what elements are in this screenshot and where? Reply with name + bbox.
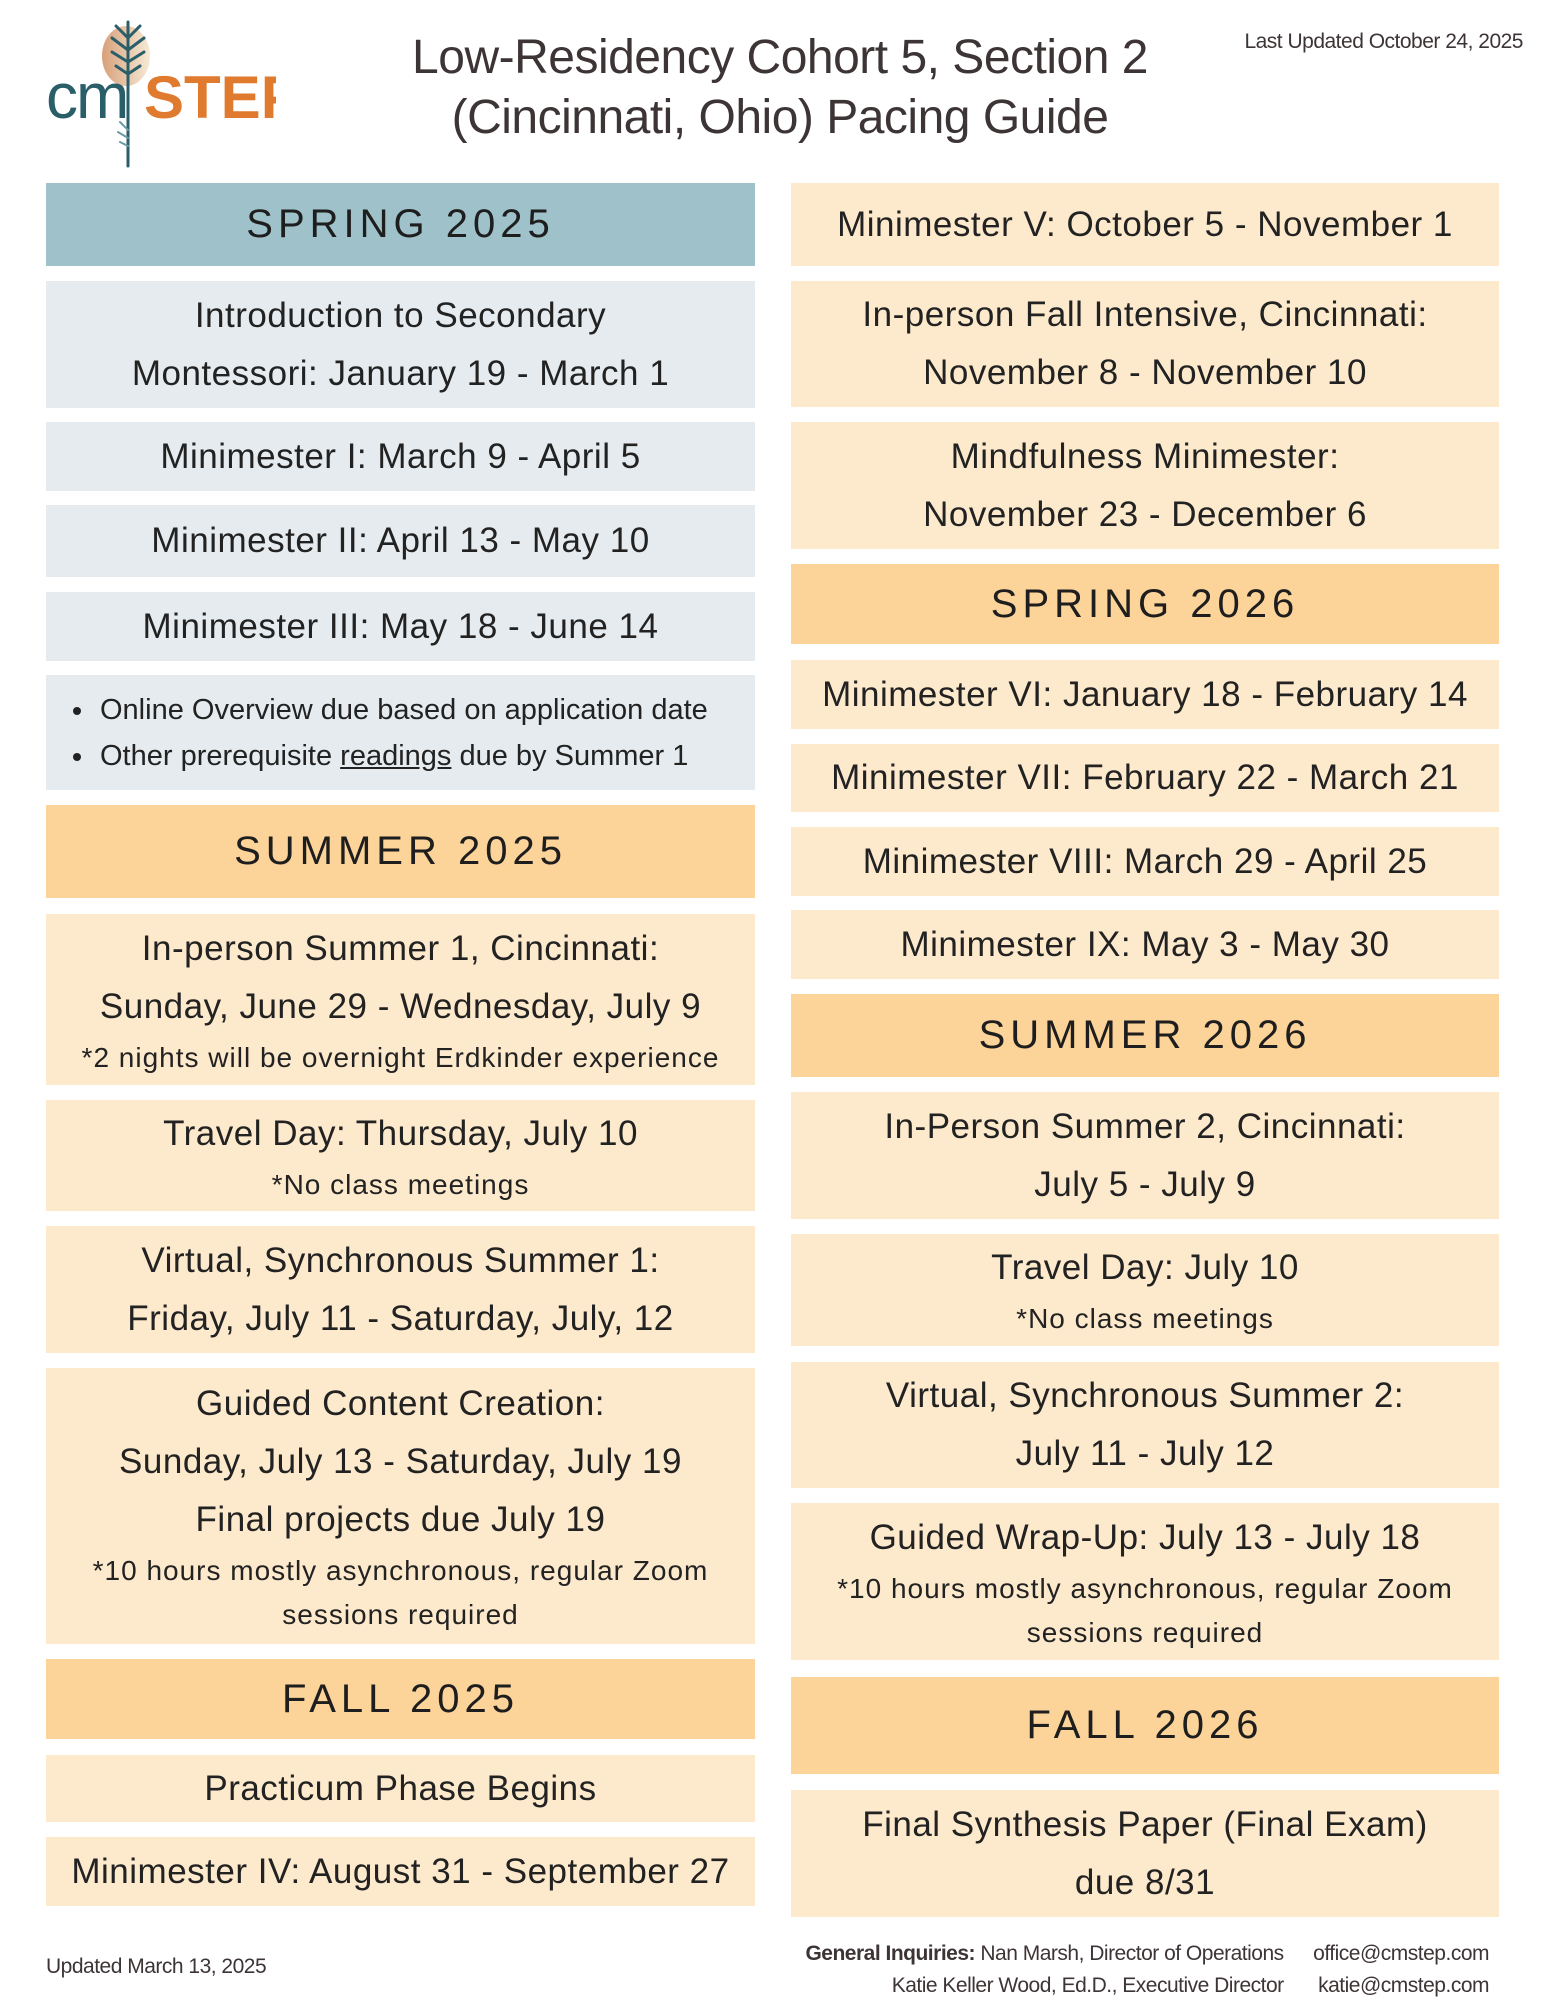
contact-email-link[interactable]: office@cmstep.com: [1313, 1942, 1489, 1965]
item-text: Minimester II: April 13 - May 10: [151, 521, 650, 560]
item-note: sessions required: [1026, 1616, 1264, 1648]
item-fall-intensive: In-person Fall Intensive, Cincinnati: Nov…: [791, 281, 1499, 407]
item-text: Virtual, Synchronous Summer 1:: [141, 1240, 660, 1280]
item-summer-2: In-Person Summer 2, Cincinnati: July 5 - …: [791, 1092, 1499, 1219]
bullet-text: due by Summer 1: [451, 739, 689, 772]
item-text: Sunday, July 13 - Saturday, July 19: [119, 1442, 682, 1481]
section-title: SPRING 2025: [246, 202, 555, 246]
item-text: In-person Fall Intensive, Cincinnati:: [862, 295, 1428, 334]
title-line-1: Low-Residency Cohort 5, Section 2: [412, 31, 1148, 84]
item-text: Virtual, Synchronous Summer 2:: [885, 1376, 1405, 1415]
item-note: *10 hours mostly asynchronous, regular Z…: [92, 1555, 709, 1586]
item-text: Minimester III: May 18 - June 14: [142, 606, 659, 646]
item-text: Mindfulness Minimester:: [950, 436, 1340, 476]
item-text: Travel Day: July 10: [991, 1248, 1299, 1287]
item-minimester-7: Minimester VII: February 22 - March 21: [791, 744, 1499, 812]
contact-info: General Inquiries: Nan Marsh, Director o…: [805, 1938, 1489, 2002]
item-intro-secondary: Introduction to Secondary Montessori: Jan…: [46, 281, 755, 408]
item-text: Minimester IV: August 31 - September 27: [71, 1851, 730, 1891]
page-title: Low-Residency Cohort 5, Section 2 (Cinci…: [330, 28, 1230, 148]
section-header-summer-2026: SUMMER 2026: [791, 994, 1499, 1077]
item-minimester-4: Minimester IV: August 31 - September 27: [46, 1837, 755, 1906]
item-text: Guided Content Creation:: [196, 1384, 605, 1423]
item-travel-day-2026: Travel Day: July 10 *No class meetings: [791, 1234, 1499, 1346]
item-text: Minimester IX: May 3 - May 30: [900, 924, 1390, 964]
section-title: FALL 2025: [281, 1676, 519, 1721]
item-text: Minimester VII: February 22 - March 21: [831, 758, 1459, 797]
item-text: Introduction to Secondary: [194, 295, 607, 335]
section-title: SPRING 2026: [990, 581, 1300, 626]
bullet-online-overview: Online Overview due based on application…: [96, 687, 755, 733]
item-mindfulness: Mindfulness Minimester: November 23 - Dec…: [791, 422, 1499, 549]
item-note: sessions required: [282, 1599, 519, 1630]
section-title: SUMMER 2026: [978, 1013, 1312, 1057]
section-title: FALL 2026: [1026, 1703, 1264, 1747]
prerequisites-list: Online Overview due based on application…: [46, 675, 755, 790]
item-guided-wrap-up: Guided Wrap-Up: July 13 - July 18 *10 hou…: [791, 1503, 1499, 1660]
section-header-fall-2025: FALL 2025: [46, 1659, 755, 1739]
item-note: *10 hours mostly asynchronous, regular Z…: [837, 1572, 1453, 1604]
item-text: Sunday, June 29 - Wednesday, July 9: [99, 986, 702, 1026]
item-note: *2 nights will be overnight Erdkinder ex…: [81, 1041, 720, 1073]
item-text: November 23 - December 6: [923, 494, 1367, 534]
section-header-spring-2025: SPRING 2025: [46, 183, 755, 266]
contact-row-1: General Inquiries: Nan Marsh, Director o…: [805, 1938, 1489, 1970]
item-text: November 8 - November 10: [923, 353, 1367, 392]
item-travel-day-2025: Travel Day: Thursday, July 10 *No class m…: [46, 1100, 755, 1211]
item-text: Friday, July 11 - Saturday, July, 12: [127, 1298, 674, 1338]
cmstep-logo: cm STEP: [46, 18, 301, 168]
item-text: Minimester VI: January 18 - February 14: [822, 674, 1468, 714]
item-text: Minimester VIII: March 29 - April 25: [862, 841, 1428, 881]
item-text: Guided Wrap-Up: July 13 - July 18: [869, 1517, 1421, 1557]
logo-cm-text: cm: [46, 60, 127, 132]
section-header-spring-2026: SPRING 2026: [791, 564, 1499, 644]
item-text: Minimester I: March 9 - April 5: [160, 436, 641, 476]
item-text: Final projects due July 19: [195, 1500, 606, 1539]
section-header-fall-2026: FALL 2026: [791, 1677, 1499, 1774]
title-line-2: (Cincinnati, Ohio) Pacing Guide: [451, 91, 1109, 144]
item-minimester-1: Minimester I: March 9 - April 5: [46, 422, 755, 491]
readings-link[interactable]: readings: [340, 739, 452, 772]
item-text: July 5 - July 9: [1034, 1164, 1256, 1204]
updated-date: Updated March 13, 2025: [46, 1955, 267, 1978]
item-text: due 8/31: [1074, 1862, 1216, 1902]
item-minimester-9: Minimester IX: May 3 - May 30: [791, 910, 1499, 979]
item-text: Minimester V: October 5 - November 1: [837, 204, 1453, 244]
item-text: Practicum Phase Begins: [204, 1768, 597, 1808]
contact-name: Nan Marsh, Director of Operations: [980, 1942, 1284, 1965]
item-guided-content-creation: Guided Content Creation: Sunday, July 13 …: [46, 1368, 755, 1644]
item-minimester-8: Minimester VIII: March 29 - April 25: [791, 827, 1499, 896]
bullet-text: Online Overview due based on application…: [100, 693, 708, 726]
contact-name: Katie Keller Wood, Ed.D., Executive Dire…: [891, 1974, 1284, 1997]
item-text: In-Person Summer 2, Cincinnati:: [884, 1106, 1406, 1146]
bullet-text: Other prerequisite: [100, 739, 341, 772]
item-final-synthesis: Final Synthesis Paper (Final Exam) due 8/…: [791, 1790, 1499, 1917]
item-note: *No class meetings: [271, 1168, 530, 1200]
item-text: In-person Summer 1, Cincinnati:: [141, 928, 660, 968]
item-text: Montessori: January 19 - March 1: [131, 353, 670, 393]
tree-icon: cm STEP: [46, 20, 301, 168]
item-virtual-summer-2: Virtual, Synchronous Summer 2: July 11 - …: [791, 1362, 1499, 1488]
section-header-summer-2025: SUMMER 2025: [46, 805, 755, 898]
contact-email-link[interactable]: katie@cmstep.com: [1318, 1974, 1489, 1997]
item-note: *No class meetings: [1016, 1303, 1274, 1334]
item-minimester-5: Minimester V: October 5 - November 1: [791, 183, 1499, 266]
item-virtual-summer-1: Virtual, Synchronous Summer 1: Friday, Ju…: [46, 1226, 755, 1353]
logo-step-text: STEP: [144, 64, 276, 131]
item-summer-1: In-person Summer 1, Cincinnati: Sunday, J…: [46, 914, 755, 1085]
item-minimester-3: Minimester III: May 18 - June 14: [46, 592, 755, 661]
item-text: July 11 - July 12: [1015, 1434, 1275, 1473]
item-practicum: Practicum Phase Begins: [46, 1755, 755, 1822]
contact-row-2: Katie Keller Wood, Ed.D., Executive Dire…: [805, 1970, 1490, 2002]
item-minimester-6: Minimester VI: January 18 - February 14: [791, 660, 1499, 729]
inquiries-label: General Inquiries:: [805, 1942, 976, 1965]
last-updated: Last Updated October 24, 2025: [1244, 30, 1523, 53]
item-text: Final Synthesis Paper (Final Exam): [862, 1804, 1428, 1844]
item-minimester-2: Minimester II: April 13 - May 10: [46, 505, 755, 577]
item-text: Travel Day: Thursday, July 10: [163, 1113, 638, 1153]
bullet-readings: Other prerequisite readings due by Summe…: [96, 733, 755, 779]
section-title: SUMMER 2025: [234, 829, 567, 873]
